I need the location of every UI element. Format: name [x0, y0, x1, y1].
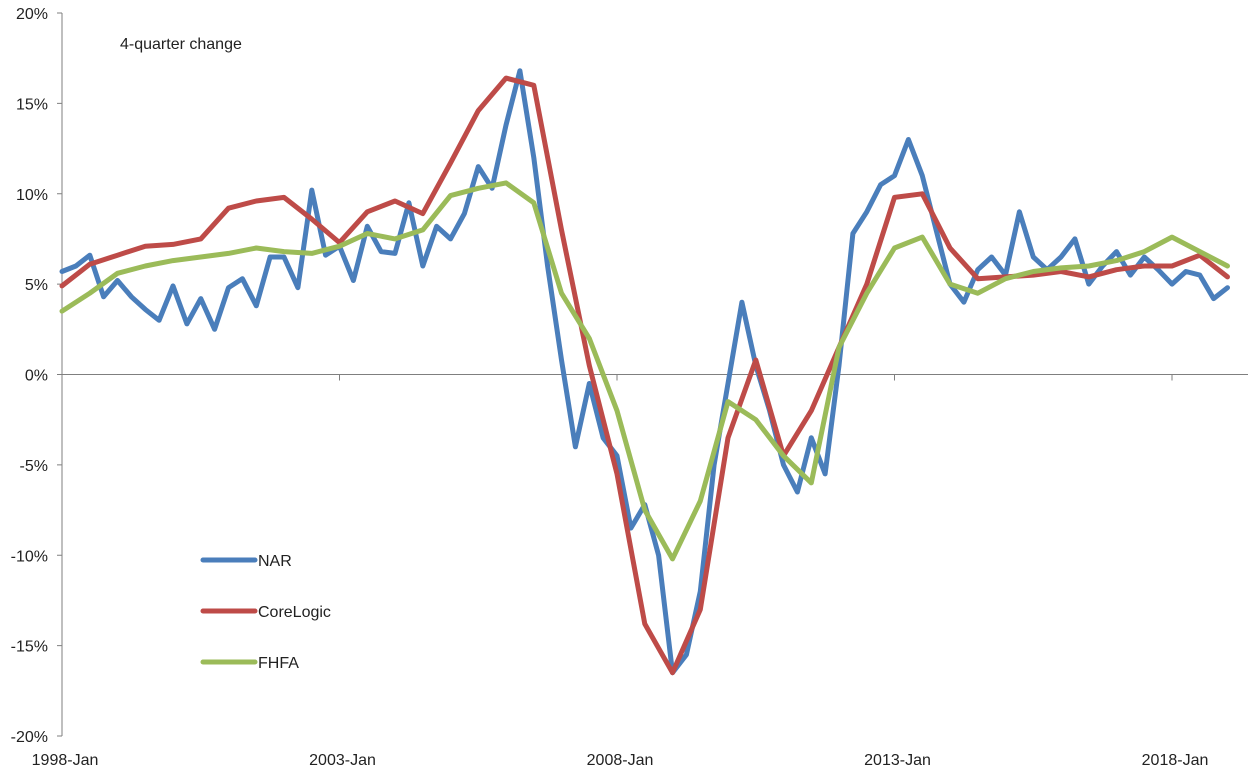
x-tick-label: 1998-Jan — [32, 752, 99, 769]
y-tick-label: 15% — [16, 96, 48, 113]
series-line-fhfa — [59, 180, 1230, 562]
x-tick-label: 2008-Jan — [587, 752, 654, 769]
legend-label-nar: NAR — [258, 553, 292, 570]
chart-annotation: 4-quarter change — [120, 36, 242, 53]
series-line-corelogic — [59, 75, 1230, 676]
x-tick-label: 2003-Jan — [309, 752, 376, 769]
chart-series-group — [59, 68, 1230, 676]
chart-axes: 20% 15% 10% 5% 0% -5% -10% -15% -20% 1998-Jan 2003… — [11, 6, 1248, 769]
y-tick-label: 10% — [16, 187, 48, 204]
legend-label-fhfa: FHFA — [258, 655, 299, 672]
y-tick-label: 20% — [16, 6, 48, 23]
series-line-nar — [59, 68, 1230, 676]
x-tick-label: 2013-Jan — [864, 752, 931, 769]
y-tick-label: 5% — [25, 277, 48, 294]
y-tick-label: -20% — [11, 729, 48, 746]
x-tick-label: 2018-Jan — [1142, 752, 1209, 769]
y-tick-label: -5% — [20, 458, 48, 475]
chart-legend: NAR CoreLogic FHFA — [200, 553, 331, 672]
legend-label-corelogic: CoreLogic — [258, 604, 331, 621]
y-tick-label: -10% — [11, 548, 48, 565]
y-tick-label: 0% — [25, 368, 48, 385]
y-tick-label: -15% — [11, 639, 48, 656]
